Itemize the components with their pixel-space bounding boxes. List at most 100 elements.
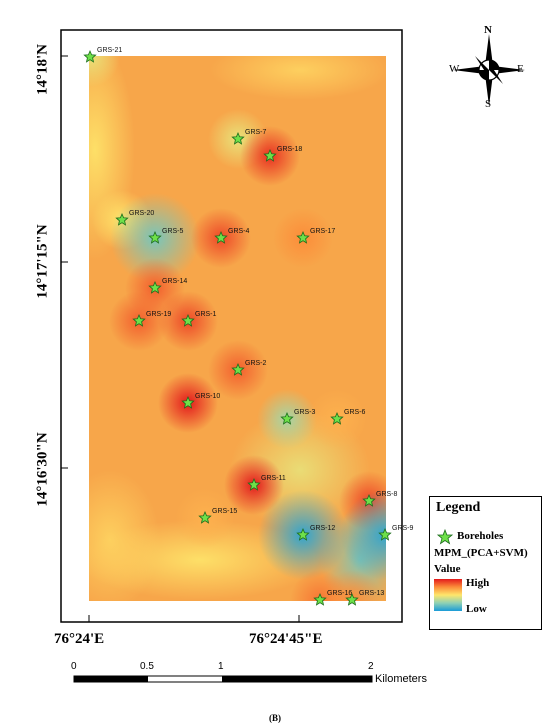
- borehole-label: GRS-2: [245, 360, 267, 367]
- borehole-label: GRS-16: [327, 590, 352, 597]
- legend-high-label: High: [466, 577, 490, 589]
- borehole-star-icon: [330, 411, 344, 425]
- scale-tick-0-5: 0.5: [140, 661, 154, 672]
- borehole-marker[interactable]: GRS-8: [362, 491, 398, 507]
- north-arrow-icon: [453, 34, 525, 106]
- scale-tick-1: 1: [218, 661, 224, 672]
- borehole-label: GRS-14: [162, 278, 187, 285]
- map-legend: Legend Boreholes MPM_(PCA+SVM) Value Hig…: [429, 496, 542, 630]
- borehole-marker[interactable]: GRS-21: [83, 47, 122, 63]
- scale-tick-0: 0: [71, 661, 77, 672]
- legend-boreholes-label: Boreholes: [457, 530, 504, 542]
- legend-color-ramp: [434, 579, 462, 611]
- borehole-star-icon: [231, 131, 245, 145]
- raster-zone: [210, 56, 386, 100]
- borehole-star-icon: [296, 527, 310, 541]
- map-frame: [60, 29, 403, 623]
- borehole-label: GRS-7: [245, 129, 267, 136]
- borehole-star-icon: [437, 529, 453, 545]
- borehole-marker[interactable]: GRS-5: [148, 228, 184, 244]
- scale-bar: [73, 675, 373, 683]
- borehole-marker[interactable]: GRS-14: [148, 278, 187, 294]
- borehole-label: GRS-9: [392, 525, 414, 532]
- borehole-marker[interactable]: GRS-13: [345, 590, 384, 606]
- borehole-star-icon: [362, 493, 376, 507]
- borehole-star-icon: [296, 230, 310, 244]
- raster-hotspot: [89, 56, 120, 87]
- borehole-marker[interactable]: GRS-9: [378, 525, 414, 541]
- raster-zone: [89, 470, 160, 601]
- borehole-marker[interactable]: GRS-1: [181, 311, 217, 327]
- borehole-star-icon: [115, 212, 129, 226]
- borehole-star-icon: [132, 313, 146, 327]
- borehole-star-icon: [214, 230, 228, 244]
- borehole-label: GRS-4: [228, 228, 250, 235]
- borehole-label: GRS-3: [294, 409, 316, 416]
- borehole-label: GRS-13: [359, 590, 384, 597]
- borehole-star-icon: [231, 362, 245, 376]
- legend-title: Legend: [436, 500, 481, 515]
- borehole-marker[interactable]: GRS-17: [296, 228, 335, 244]
- borehole-label: GRS-20: [129, 210, 154, 217]
- graticule-ticks: [61, 55, 300, 622]
- legend-layer-name: MPM_(PCA+SVM): [434, 547, 528, 559]
- borehole-marker[interactable]: GRS-7: [231, 129, 267, 145]
- legend-value-label: Value: [434, 563, 461, 575]
- borehole-star-icon: [280, 411, 294, 425]
- lon-label-2: 76°24'45"E: [249, 631, 323, 647]
- borehole-label: GRS-5: [162, 228, 184, 235]
- borehole-label: GRS-6: [344, 409, 366, 416]
- borehole-marker[interactable]: GRS-11: [247, 475, 286, 491]
- compass-north-label: N: [484, 24, 492, 36]
- borehole-star-icon: [83, 49, 97, 63]
- borehole-star-icon: [247, 477, 261, 491]
- scale-unit: Kilometers: [375, 673, 427, 685]
- borehole-marker[interactable]: GRS-4: [214, 228, 250, 244]
- borehole-label: GRS-11: [261, 475, 286, 482]
- borehole-marker[interactable]: GRS-20: [115, 210, 154, 226]
- borehole-marker[interactable]: GRS-10: [181, 393, 220, 409]
- borehole-star-icon: [313, 592, 327, 606]
- lat-label-2: 14°17'15"N: [34, 224, 51, 299]
- compass-south-label: S: [485, 98, 492, 110]
- compass-west-label: W: [449, 63, 460, 75]
- legend-low-label: Low: [466, 603, 487, 615]
- borehole-layer: GRS-21 GRS-7 GRS-18 GRS-20 GRS-5 GRS-4 GRS-17 G…: [83, 47, 414, 606]
- borehole-star-icon: [148, 230, 162, 244]
- borehole-marker[interactable]: GRS-2: [231, 360, 267, 376]
- borehole-star-icon: [181, 395, 195, 409]
- borehole-label: GRS-8: [376, 491, 398, 498]
- borehole-star-icon: [148, 280, 162, 294]
- raster-surface: [89, 56, 386, 601]
- borehole-star-icon: [181, 313, 195, 327]
- borehole-label: GRS-17: [310, 228, 335, 235]
- figure-caption: (B): [269, 713, 281, 723]
- borehole-label: GRS-21: [97, 47, 122, 54]
- lon-label-1: 76°24'E: [54, 631, 105, 647]
- borehole-label: GRS-15: [212, 508, 237, 515]
- lat-label-3: 14°16'30"N: [34, 432, 51, 507]
- borehole-label: GRS-1: [195, 311, 217, 318]
- borehole-star-icon: [345, 592, 359, 606]
- borehole-marker[interactable]: GRS-3: [280, 409, 316, 425]
- borehole-star-icon: [263, 148, 277, 162]
- borehole-star-icon: [198, 510, 212, 524]
- borehole-label: GRS-18: [277, 146, 302, 153]
- borehole-marker[interactable]: GRS-12: [296, 525, 335, 541]
- borehole-marker[interactable]: GRS-15: [198, 508, 237, 524]
- lat-label-1: 14°18'N: [34, 44, 51, 95]
- borehole-marker[interactable]: GRS-6: [330, 409, 366, 425]
- borehole-marker[interactable]: GRS-19: [132, 311, 171, 327]
- raster-hotspot: [322, 570, 382, 601]
- borehole-label: GRS-19: [146, 311, 171, 318]
- raster-hotspot: [340, 490, 386, 580]
- borehole-marker[interactable]: GRS-18: [263, 146, 302, 162]
- scale-tick-2: 2: [368, 661, 374, 672]
- borehole-star-icon: [378, 527, 392, 541]
- borehole-marker[interactable]: GRS-16: [313, 590, 352, 606]
- compass-east-label: E: [517, 63, 524, 75]
- borehole-label: GRS-12: [310, 525, 335, 532]
- borehole-label: GRS-10: [195, 393, 220, 400]
